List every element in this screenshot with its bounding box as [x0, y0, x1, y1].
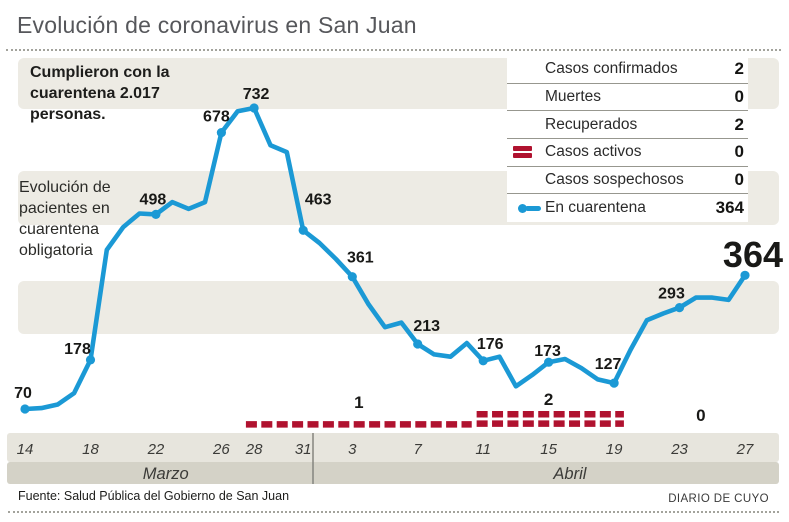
point-value-label: 176	[477, 336, 504, 353]
stats-row-quarantine: En cuarentena 364	[507, 194, 748, 222]
point-value-label: 463	[305, 191, 332, 208]
data-point	[151, 209, 161, 219]
point-value-label: 293	[658, 286, 685, 303]
page-title: Evolución de coronavirus en San Juan	[17, 12, 417, 38]
x-axis: 14 18 22 26 28 31 3 7 11 15 19 23 27 Marzo Abril	[17, 433, 754, 484]
stat-value: 2	[734, 114, 744, 134]
x-tick-label: 28	[245, 441, 263, 458]
source-credit: Fuente: Salud Pública del Gobierno de Sa…	[18, 489, 290, 503]
chart-points	[20, 103, 750, 414]
x-tick-label: 31	[295, 441, 312, 458]
active-cases-count-label: 0	[696, 406, 705, 425]
point-value-label: 678	[203, 109, 230, 126]
quarantine-note: Cumplieron con la cuarentena 2.017 perso…	[30, 64, 170, 123]
point-value-label: 732	[243, 86, 270, 103]
stats-row-active: Casos activos 0	[507, 139, 748, 167]
data-point	[740, 270, 750, 280]
final-value-label: 364	[723, 234, 783, 275]
month-label: Abril	[552, 465, 587, 483]
point-value-label: 498	[140, 191, 167, 208]
x-tick-label: 14	[17, 441, 34, 458]
top-dotted-divider	[6, 49, 781, 51]
data-point	[413, 339, 423, 349]
x-axis-month-band	[7, 462, 779, 484]
stat-value: 0	[734, 169, 744, 189]
x-tick-label: 11	[475, 441, 491, 458]
point-value-label: 70	[14, 385, 32, 402]
data-point	[298, 225, 308, 235]
chart-line-series	[22, 105, 748, 412]
active-cases-dashes: 1 2 0	[245, 390, 706, 428]
bottom-dotted-divider	[8, 511, 779, 513]
data-point	[85, 355, 96, 365]
x-axis-day-band	[7, 433, 779, 462]
quarantine-line	[22, 105, 748, 412]
data-point	[478, 356, 488, 366]
x-tick-label: 22	[147, 441, 165, 458]
stats-row-confirmed: Casos confirmados 2	[507, 56, 748, 84]
stats-row-recovered: Recuperados 2	[507, 111, 748, 139]
publisher-credit: DIARIO DE CUYO	[668, 493, 769, 505]
data-point	[20, 404, 30, 414]
data-point	[216, 128, 226, 138]
x-tick-label: 7	[414, 441, 423, 458]
quarantine-line-icon	[513, 203, 545, 213]
stat-value: 0	[734, 86, 744, 106]
data-point	[544, 357, 554, 367]
x-tick-label: 19	[606, 441, 623, 458]
point-value-label: 178	[64, 341, 91, 358]
stat-value: 2	[734, 59, 744, 79]
x-tick-label: 3	[348, 441, 357, 458]
active-cases-icon	[513, 145, 545, 159]
x-tick-label: 26	[212, 441, 230, 458]
x-tick-label: 23	[670, 441, 688, 458]
data-point	[674, 303, 685, 313]
stats-table: Casos confirmados 2 Muertes 0 Recuperado…	[507, 56, 748, 222]
point-value-label: 127	[595, 356, 622, 373]
stat-label: Muertes	[545, 87, 601, 105]
stats-row-suspected: Casos sospechosos 0	[507, 167, 748, 195]
stat-label: Casos sospechosos	[545, 170, 684, 188]
stat-label: Casos activos	[545, 143, 642, 161]
stat-label: En cuarentena	[545, 199, 646, 217]
x-tick-label: 18	[82, 441, 99, 458]
month-label: Marzo	[143, 465, 189, 483]
point-value-label: 173	[534, 343, 561, 360]
stat-value: 0	[734, 142, 744, 162]
point-value-label: 361	[347, 250, 374, 267]
data-point	[347, 272, 357, 282]
point-labels: 70 178 498 678 732 463 361 213 176 173 127 293 364	[14, 86, 783, 402]
x-tick-label: 15	[540, 441, 557, 458]
point-value-label: 213	[413, 318, 440, 335]
stat-value: 364	[715, 198, 744, 218]
data-point	[609, 378, 619, 388]
chart-axis-label: Evolución de pacientes en cuarentena obl…	[19, 179, 111, 259]
active-cases-count-label: 2	[544, 390, 553, 409]
stats-row-deaths: Muertes 0	[507, 84, 748, 112]
data-point	[249, 103, 259, 113]
x-tick-label: 27	[736, 441, 754, 458]
stat-label: Recuperados	[545, 115, 638, 133]
stat-label: Casos confirmados	[545, 60, 678, 78]
active-cases-count-label: 1	[354, 393, 363, 412]
